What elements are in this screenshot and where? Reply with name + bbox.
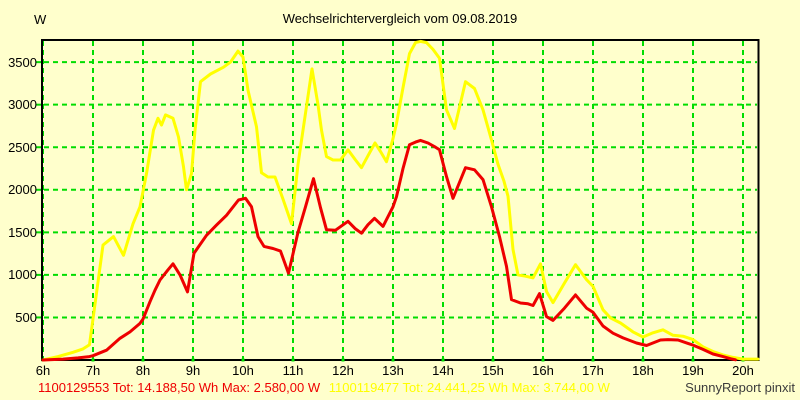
y-axis-tick-label: 1000: [8, 267, 37, 283]
x-axis-tick-label: 16h: [532, 363, 554, 378]
x-axis-tick-label: 20h: [732, 363, 754, 378]
x-axis-tick-label: 18h: [632, 363, 654, 378]
x-axis-tick-label: 14h: [432, 363, 454, 378]
y-axis-tick-label: 2000: [8, 182, 37, 198]
x-axis-tick-label: 7h: [85, 363, 101, 378]
y-axis-tick-label: 500: [15, 309, 37, 325]
x-axis-tick-label: 15h: [482, 363, 504, 378]
x-axis-tick-label: 13h: [382, 363, 404, 378]
x-axis-tick-label: 6h: [35, 363, 51, 378]
x-axis-tick-label: 12h: [332, 363, 354, 378]
x-axis-tick-label: 10h: [232, 363, 254, 378]
x-axis-tick-label: 11h: [282, 363, 304, 378]
series-summary-red: 1100129553 Tot: 14.188,50 Wh Max: 2.580,…: [38, 380, 321, 395]
chart-title: Wechselrichtervergleich vom 09.08.2019: [282, 11, 518, 26]
series-summary-yellow: 1100119477 Tot: 24.441,25 Wh Max: 3.744,…: [328, 380, 610, 395]
x-axis-tick-label: 9h: [185, 363, 201, 378]
y-axis-tick-label: 3500: [8, 54, 37, 70]
y-axis-tick-label: 1500: [8, 224, 37, 240]
x-axis-tick-label: 8h: [135, 363, 151, 378]
series-line-1100119477: [41, 39, 760, 362]
x-axis-tick-label: 17h: [582, 363, 604, 378]
credit-label: SunnyReport pinxit: [685, 380, 795, 395]
series-summary-row: 1100129553 Tot: 14.188,50 Wh Max: 2.580,…: [38, 380, 610, 395]
y-axis-tick-label: 2500: [8, 139, 37, 155]
y-axis-unit-label: W: [34, 12, 47, 27]
series-line-1100129553: [41, 138, 737, 362]
x-axis-tick-label: 19h: [682, 363, 704, 378]
y-axis-tick-label: 3000: [8, 97, 37, 113]
